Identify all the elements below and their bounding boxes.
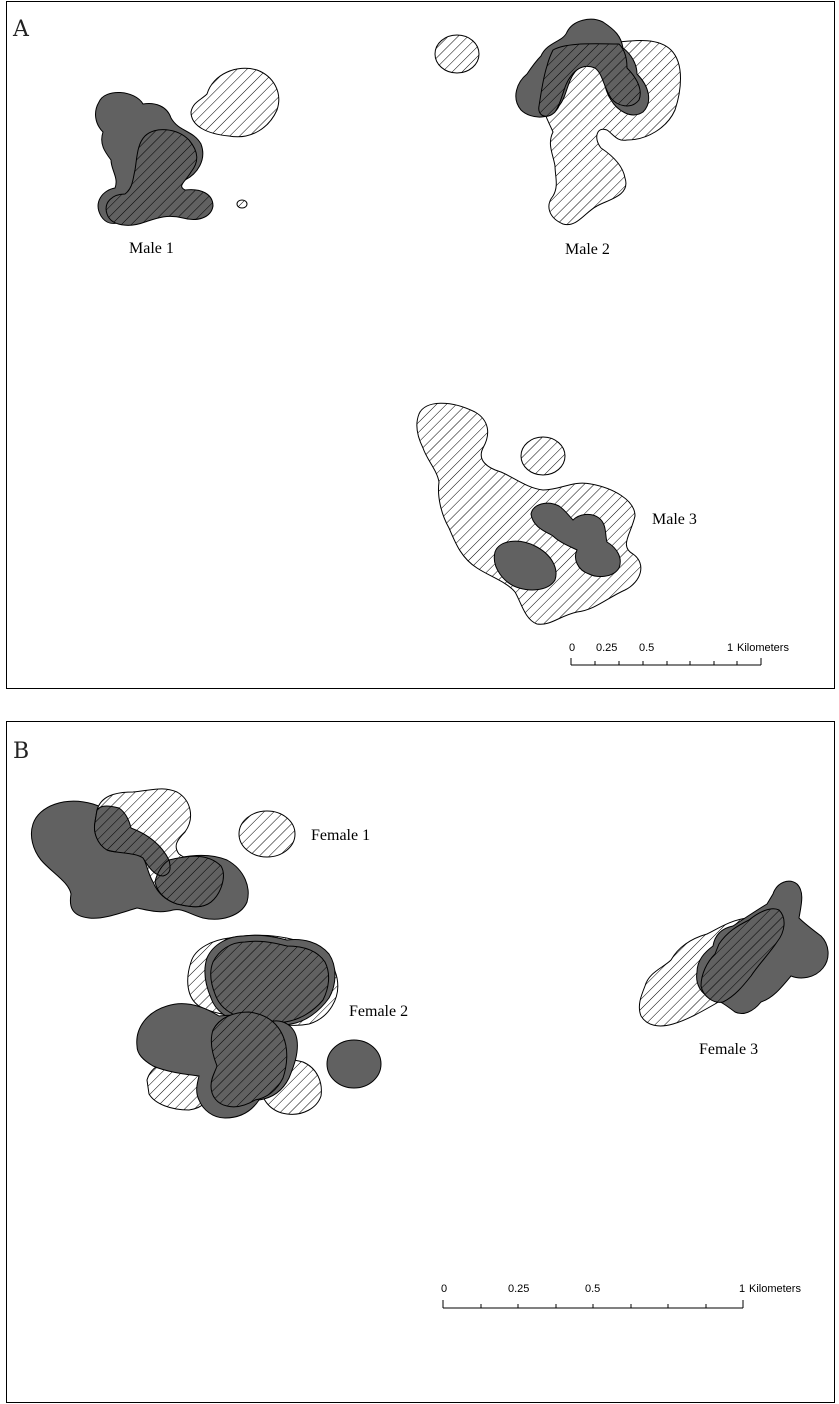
range-label-male-1: Male 1 [129,240,174,257]
range-overlap [94,805,224,908]
scale-tick-label: 0.25 [508,1283,529,1295]
home-range-female-3: Female 3 [638,880,829,1058]
range-polygon-hatched [236,199,248,209]
range-polygon-hatched [520,436,566,476]
range-overlap [210,940,330,1024]
scale-tick-label: 0 [441,1283,447,1295]
range-polygon-hatched [416,402,642,625]
scale-bar: 0 0.25 0.5 1 Kilometers [441,1283,801,1309]
range-polygon-hatched [434,34,480,74]
map-panel-b: B Female 1 Female 2 Female 3 [6,721,835,1403]
range-label-female-1: Female 1 [311,827,370,844]
scale-tick-label: 0.5 [585,1283,600,1295]
scale-tick-label: 1 [727,642,733,654]
range-polygon-hatched [238,810,296,858]
scale-unit: Kilometers [737,642,789,654]
scale-bar: 0 0.25 0.5 1 Kilometers [569,642,789,666]
home-range-female-1: Female 1 [30,788,370,920]
map-canvas-a: A Male 1 Male 2 Male 3 0 0.25 [12,17,789,666]
range-label-male-3: Male 3 [652,511,697,528]
panel-letter: B [13,739,29,764]
range-overlap [105,129,214,226]
map-panel-a: A Male 1 Male 2 Male 3 0 0.25 [6,1,835,689]
home-range-female-2: Female 2 [136,934,408,1119]
range-label-male-2: Male 2 [565,241,610,258]
home-range-male-2: Male 2 [434,18,681,258]
range-polygon-dark [493,502,621,591]
range-label-female-3: Female 3 [699,1041,758,1058]
home-range-male-3: Male 3 [416,402,697,625]
panel-letter: A [12,17,30,42]
range-polygon-dark [326,1039,382,1089]
home-range-male-1: Male 1 [95,67,280,257]
range-polygon-hatched [190,67,280,138]
scale-tick-label: 1 [739,1283,745,1295]
map-canvas-b: B Female 1 Female 2 Female 3 [13,739,829,1309]
range-label-female-2: Female 2 [349,1003,408,1020]
scale-tick-label: 0.25 [596,642,617,654]
scale-tick-label: 0 [569,642,575,654]
range-overlap [210,1011,288,1108]
scale-unit: Kilometers [749,1283,801,1295]
scale-tick-label: 0.5 [639,642,654,654]
range-overlap [538,43,641,117]
range-overlap [700,908,785,1003]
